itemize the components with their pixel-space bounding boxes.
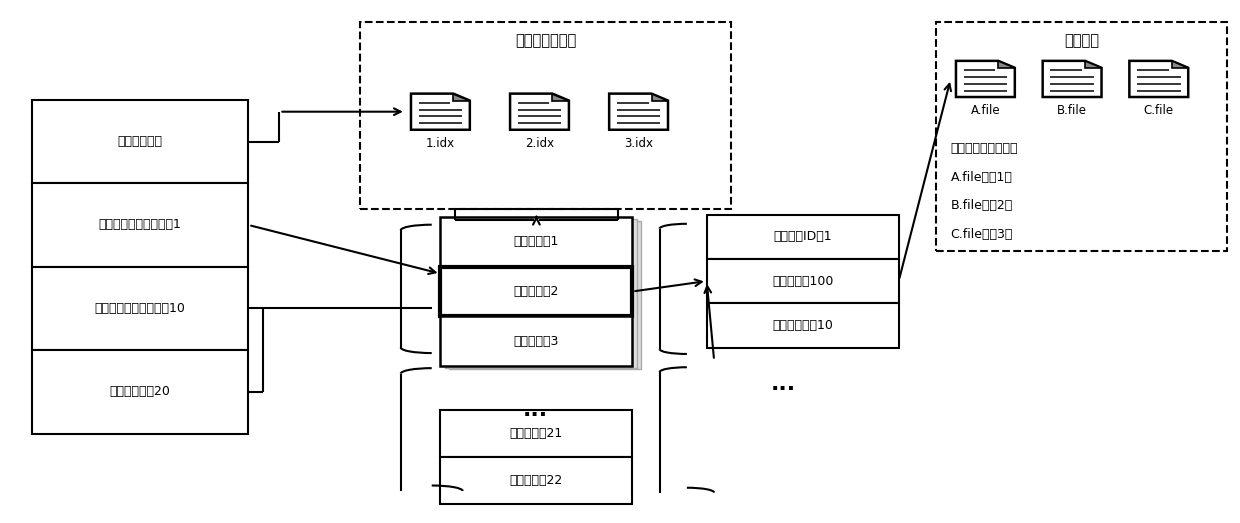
Bar [32, 183, 248, 267]
Text: C.file对应3；: C.file对应3； [951, 228, 1013, 241]
Text: 1.idx: 1.idx [425, 137, 455, 150]
Bar [440, 410, 632, 457]
Polygon shape [454, 94, 470, 100]
Polygon shape [609, 94, 668, 130]
Text: 原始文件: 原始文件 [1064, 33, 1099, 48]
Bar [707, 259, 899, 303]
Polygon shape [1130, 61, 1188, 97]
Text: B.file对应2；: B.file对应2； [951, 199, 1013, 212]
Text: 生成原始文件编号后: 生成原始文件编号后 [951, 142, 1018, 155]
Bar [440, 267, 632, 316]
Bar [707, 214, 899, 259]
Polygon shape [510, 94, 569, 130]
Text: 数据包索引文件: 数据包索引文件 [515, 33, 577, 48]
Text: 数据包索引22: 数据包索引22 [510, 474, 563, 487]
Polygon shape [956, 61, 1014, 97]
Text: 会话索引信息: 会话索引信息 [118, 135, 162, 148]
Text: ···: ··· [523, 405, 548, 425]
Polygon shape [998, 61, 1014, 68]
Bar [360, 21, 732, 209]
Bar [32, 350, 248, 434]
Polygon shape [1085, 61, 1101, 68]
Text: 3.idx: 3.idx [624, 137, 653, 150]
Polygon shape [1172, 61, 1188, 68]
Text: 数据包长度：10: 数据包长度：10 [773, 319, 833, 332]
Text: ···: ··· [771, 379, 796, 399]
Bar [707, 303, 899, 348]
Bar [440, 457, 632, 504]
Text: C.file: C.file [1143, 104, 1174, 117]
Bar [32, 100, 248, 183]
Text: 数据包索引21: 数据包索引21 [510, 427, 563, 440]
Bar [445, 219, 637, 368]
Text: A.file: A.file [971, 104, 1001, 117]
Bar [32, 267, 248, 350]
Text: 2.idx: 2.idx [525, 137, 554, 150]
Bar [440, 316, 632, 366]
Polygon shape [1043, 61, 1101, 97]
Polygon shape [651, 94, 668, 100]
Text: A.file对应1；: A.file对应1； [951, 170, 1013, 184]
Text: 数据包索引3: 数据包索引3 [513, 335, 559, 348]
Polygon shape [410, 94, 470, 130]
Text: 数据包索引1: 数据包索引1 [513, 235, 559, 248]
Text: 数据包数量：20: 数据包数量：20 [109, 385, 170, 399]
Text: 数据包索引2: 数据包索引2 [513, 285, 559, 298]
Bar [449, 221, 641, 369]
Text: 数据包索引文件偏移：10: 数据包索引文件偏移：10 [94, 302, 186, 315]
Bar [440, 217, 632, 267]
Text: B.file: B.file [1056, 104, 1087, 117]
Polygon shape [553, 94, 569, 100]
Text: 数据包索引文件编号：1: 数据包索引文件编号：1 [99, 219, 181, 232]
Text: 原始文件ID：1: 原始文件ID：1 [774, 230, 832, 243]
Text: 偏移位置：100: 偏移位置：100 [773, 275, 833, 288]
Bar [936, 21, 1226, 251]
